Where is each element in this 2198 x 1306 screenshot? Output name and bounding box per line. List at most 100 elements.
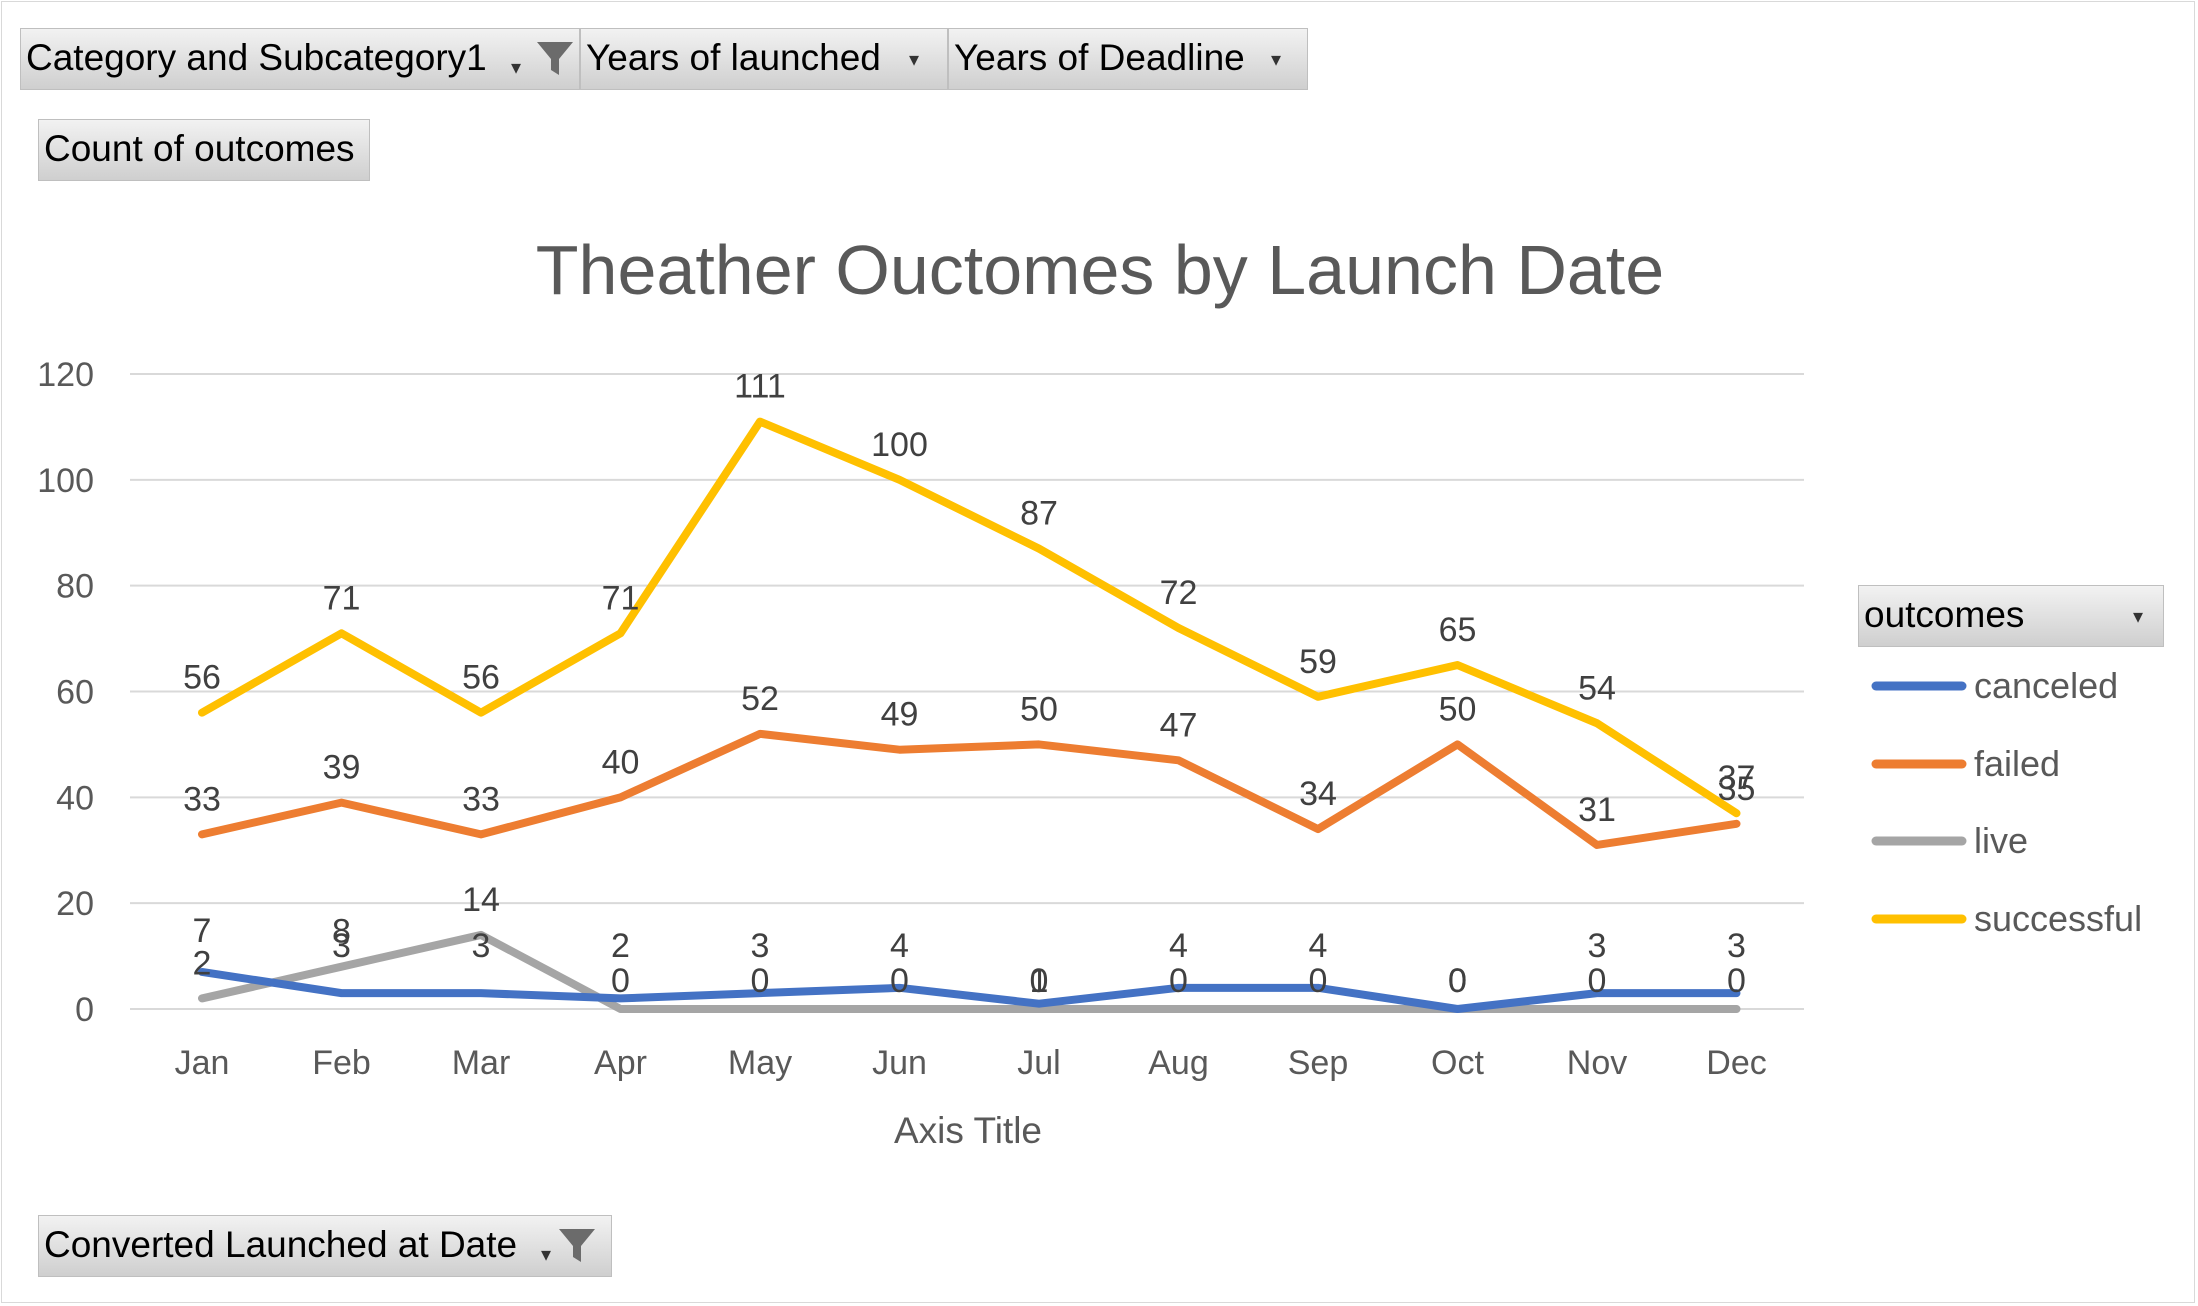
data-label-canceled: 3 [1588,927,1607,965]
dropdown-arrow-icon[interactable]: ▾ [511,57,522,79]
data-label-live: 14 [462,881,500,919]
data-label-failed: 33 [462,780,500,818]
category-filter-button[interactable]: Category and Subcategory1 ▾ [20,28,580,90]
data-label-successful: 65 [1439,611,1477,649]
data-label-live: 0 [1727,962,1746,1000]
x-tick-label: Apr [594,1044,647,1082]
deadline-year-filter-label: Years of Deadline [954,37,1245,78]
x-tick-label: Nov [1567,1044,1627,1082]
data-label-live: 0 [1588,962,1607,1000]
dropdown-arrow-icon[interactable]: ▾ [2133,606,2144,628]
data-label-failed: 35 [1718,770,1756,808]
data-label-canceled: 3 [1727,927,1746,965]
value-field-button[interactable]: Count of outcomes [38,119,370,181]
y-tick-label: 60 [56,674,94,712]
data-label-canceled: 3 [472,927,491,965]
y-tick-label: 100 [37,462,94,500]
data-label-live: 2 [193,944,212,982]
data-label-successful: 54 [1578,669,1616,707]
data-label-live: 0 [1448,962,1467,1000]
data-label-successful: 59 [1299,643,1337,681]
data-label-canceled: 3 [332,927,351,965]
x-tick-label: Mar [452,1044,511,1082]
x-tick-label: Jan [175,1044,230,1082]
data-label-live: 0 [611,962,630,1000]
y-axis-ticks: 0 20 40 60 80 100 120 [37,356,94,1029]
x-tick-label: Dec [1706,1044,1766,1082]
y-tick-label: 40 [56,779,94,817]
x-axis-title: Axis Title [894,1110,1042,1151]
data-label-failed: 50 [1020,690,1058,728]
axis-field-button[interactable]: Converted Launched at Date ▾ [38,1215,612,1277]
data-label-successful: 111 [734,368,786,406]
funnel-icon[interactable] [535,39,575,79]
data-label-successful: 37 [1718,759,1756,797]
y-tick-label: 80 [56,568,94,606]
data-label-successful: 56 [183,659,221,697]
value-field-label: Count of outcomes [44,128,355,169]
data-label-canceled: 7 [193,912,212,950]
data-label-canceled: 4 [890,927,909,965]
data-label-failed: 47 [1160,706,1198,744]
y-tick-label: 0 [75,991,94,1029]
legend-label-live: live [1974,820,2028,861]
funnel-icon[interactable] [557,1226,597,1266]
data-label-live: 0 [890,962,909,1000]
data-label-failed: 33 [183,780,221,818]
data-label-successful: 71 [602,579,640,617]
x-tick-label: Sep [1288,1044,1349,1082]
chart-title: Theather Ouctomes by Launch Date [536,231,1664,309]
dropdown-arrow-icon[interactable]: ▾ [541,1244,552,1266]
data-label-failed: 52 [741,680,779,718]
x-axis-ticks: Jan Feb Mar Apr May Jun Jul Aug Sep Oct Nov Dec [175,1044,1767,1082]
data-label-live: 0 [1309,962,1328,1000]
data-label-successful: 71 [323,579,361,617]
legend-label-failed: failed [1974,743,2060,784]
data-label-successful: 72 [1160,574,1198,612]
data-label-failed: 34 [1299,775,1337,813]
launched-year-filter-button[interactable]: Years of launched ▾ [580,28,948,90]
data-label-canceled: 3 [751,927,770,965]
legend-label-canceled: canceled [1974,665,2118,706]
data-label-successful: 56 [462,659,500,697]
dropdown-arrow-icon[interactable]: ▾ [1271,49,1282,71]
data-label-failed: 49 [881,696,919,734]
gridlines [130,373,1804,1010]
data-label-live: 0 [751,962,770,1000]
x-tick-label: Oct [1431,1044,1484,1082]
data-label-successful: 100 [871,426,928,464]
y-tick-label: 120 [37,356,94,394]
data-label-live: 0 [1169,962,1188,1000]
legend-field-label: outcomes [1864,594,2025,635]
data-label-failed: 39 [323,749,361,787]
category-filter-label: Category and Subcategory1 [26,37,487,78]
data-label-failed: 50 [1439,690,1477,728]
data-label-canceled: 0 [1448,962,1467,1000]
data-label-live: 0 [1030,962,1049,1000]
y-tick-label: 20 [56,885,94,923]
legend-label-successful: successful [1974,898,2142,939]
data-label-failed: 31 [1578,791,1616,829]
legend: canceled failed live successful [1871,665,2142,939]
x-tick-label: Jul [1017,1044,1060,1082]
legend-field-button[interactable]: outcomes ▾ [1858,585,2164,647]
deadline-year-filter-button[interactable]: Years of Deadline ▾ [948,28,1308,90]
series-line-canceled [198,967,1741,1013]
data-label-live: 8 [332,913,351,951]
data-label-failed: 40 [602,743,640,781]
series-line-successful [198,417,1741,818]
series-lines [198,417,1741,1013]
data-label-canceled: 4 [1309,927,1328,965]
data-label-successful: 87 [1020,495,1058,533]
x-tick-label: Feb [312,1044,371,1082]
data-label-canceled: 2 [611,927,630,965]
dropdown-arrow-icon[interactable]: ▾ [909,49,920,71]
data-label-canceled: 1 [1030,962,1049,1000]
x-tick-label: May [728,1044,792,1082]
x-tick-label: Aug [1148,1044,1209,1082]
launched-year-filter-label: Years of launched [586,37,881,78]
x-tick-label: Jun [872,1044,927,1082]
series-line-failed [198,729,1741,849]
